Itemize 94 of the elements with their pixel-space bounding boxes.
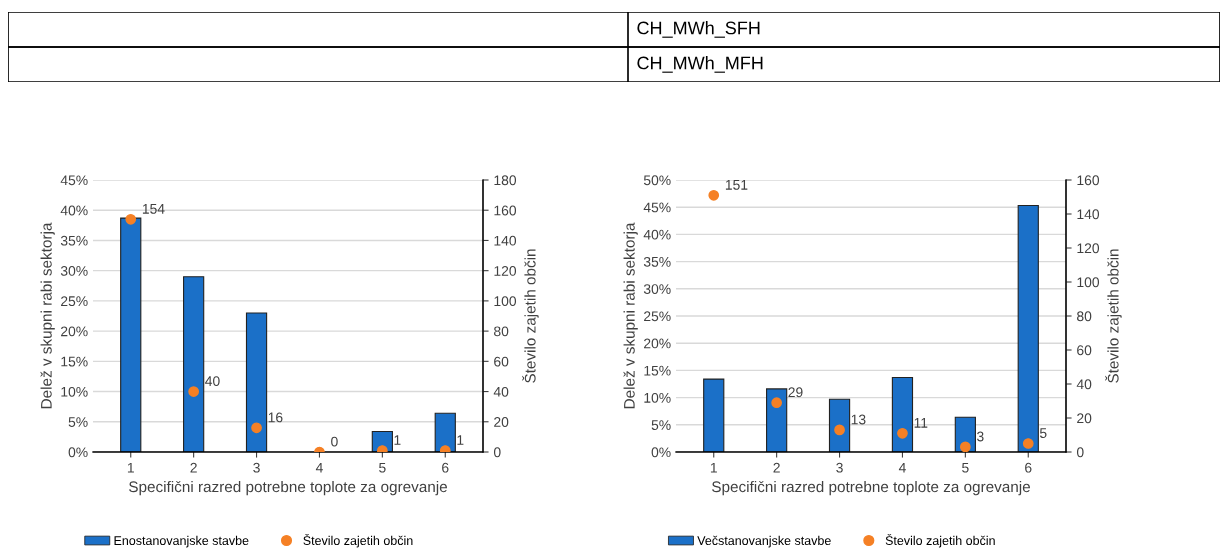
bar <box>183 276 205 452</box>
text: CH_MWh_MFH <box>637 56 763 73</box>
point <box>834 424 845 436</box>
point <box>960 441 971 452</box>
data-label: 11 <box>914 418 928 428</box>
legend-label: Večstanovanjske stavbe <box>697 535 831 548</box>
legend-label: Enostanovanjske stavbe <box>114 535 249 548</box>
y-tick-label: 45% <box>643 202 671 213</box>
y2-tick-label: 60 <box>1077 345 1092 356</box>
data-label: 3 <box>977 431 984 442</box>
y2-tick-label: 80 <box>494 326 509 337</box>
x-tick-label: 2 <box>190 462 197 473</box>
y-tick-label: 10% <box>61 386 88 397</box>
point <box>188 386 199 397</box>
y-tick-label: 40% <box>643 229 671 240</box>
bar <box>434 412 456 452</box>
bar <box>891 376 914 452</box>
y2-tick-label: 120 <box>494 266 517 276</box>
y2-tick-label: 140 <box>1077 209 1100 220</box>
y-tick-label: 35% <box>60 235 88 246</box>
x-tick-label: 5 <box>962 462 969 473</box>
text: CH_MWh_SFH <box>637 21 760 38</box>
x-tick-label: 5 <box>379 462 386 473</box>
legend-label: Število zajetih občin <box>885 533 995 548</box>
bar <box>703 378 725 452</box>
data-label: 5 <box>1039 428 1047 438</box>
x-tick-label: 3 <box>836 462 843 473</box>
data-label: 154 <box>142 204 165 214</box>
point <box>125 213 137 225</box>
y2-tick-label: 0 <box>493 447 501 458</box>
data-label: 1 <box>394 435 401 445</box>
y-tick-label: 15% <box>61 356 88 367</box>
bar <box>1017 205 1039 452</box>
bar <box>245 312 268 452</box>
data-label: 151 <box>725 180 748 190</box>
y2-tick-label: 100 <box>494 296 517 307</box>
y2-tick-label: 160 <box>494 205 517 216</box>
y-tick-label: 10% <box>644 392 671 403</box>
data-label: 1 <box>457 435 464 445</box>
y2-tick-label: 60 <box>494 356 509 367</box>
x-tick-label: 6 <box>1025 462 1032 473</box>
y-axis-title: Delež v skupni rabi sektorja <box>623 222 638 409</box>
y-tick-label: 50% <box>643 175 671 186</box>
y-tick-label: 45% <box>60 175 88 186</box>
data-label: 16 <box>268 412 283 423</box>
point <box>708 189 720 201</box>
data-label: 0 <box>331 436 338 447</box>
y2-axis-title: Število zajetih občin <box>522 249 539 383</box>
bar <box>120 217 142 452</box>
y2-tick-label: 20 <box>1077 413 1092 424</box>
x-tick-label: 1 <box>710 462 717 473</box>
y2-tick-label: 140 <box>494 235 517 246</box>
y-tick-label: 15% <box>644 365 671 376</box>
y-tick-label: 0% <box>651 447 671 458</box>
y2-tick-label: 40 <box>1076 379 1092 390</box>
y-tick-label: 25% <box>61 296 88 307</box>
point <box>1022 438 1034 449</box>
bar <box>828 398 851 452</box>
x-tick-label: 6 <box>442 462 449 473</box>
x-axis-title: Specifični razred potrebne toplote za ogrevanje <box>712 480 1030 496</box>
bar <box>766 388 788 452</box>
y-axis-title: Delež v skupni rabi sektorja <box>40 222 55 409</box>
x-tick-label: 4 <box>315 462 323 473</box>
y2-tick-label: 0 <box>1076 447 1084 458</box>
y-tick-label: 5% <box>651 420 671 430</box>
x-tick-label: 1 <box>127 462 134 473</box>
x-tick-label: 4 <box>898 462 906 473</box>
data-label: 40 <box>205 376 220 387</box>
data-label: 29 <box>788 387 803 398</box>
x-axis-title: Specifični razred potrebne toplote za ogrevanje <box>129 480 447 496</box>
point <box>771 397 782 409</box>
y2-axis-title: Število zajetih občin <box>1105 249 1122 383</box>
y2-tick-label: 20 <box>494 417 509 427</box>
x-tick-label: 2 <box>773 462 780 473</box>
y2-tick-label: 120 <box>1077 243 1100 254</box>
y-tick-label: 20% <box>61 326 88 337</box>
y-tick-label: 40% <box>60 205 88 216</box>
point <box>251 422 262 434</box>
x-tick-label: 3 <box>253 462 260 473</box>
data-label: 13 <box>851 414 866 425</box>
legend-label: Število zajetih občin <box>303 533 413 548</box>
y-tick-label: 30% <box>60 266 88 276</box>
y2-tick-label: 40 <box>493 386 509 397</box>
y2-tick-label: 100 <box>1077 277 1100 288</box>
y-tick-label: 30% <box>643 284 671 294</box>
y-tick-label: 25% <box>644 311 671 322</box>
point <box>897 427 908 439</box>
y-tick-label: 20% <box>644 338 671 349</box>
y2-tick-label: 180 <box>494 175 517 186</box>
y2-tick-label: 80 <box>1077 311 1092 322</box>
y-tick-label: 35% <box>643 256 671 267</box>
y2-tick-label: 160 <box>1077 175 1100 186</box>
y-tick-label: 0% <box>68 447 88 458</box>
y-tick-label: 5% <box>68 417 88 427</box>
